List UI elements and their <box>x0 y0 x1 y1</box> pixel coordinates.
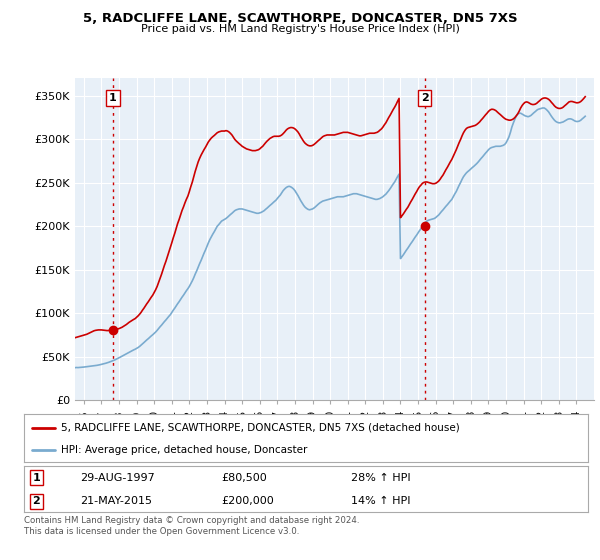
Text: 5, RADCLIFFE LANE, SCAWTHORPE, DONCASTER, DN5 7XS: 5, RADCLIFFE LANE, SCAWTHORPE, DONCASTER… <box>83 12 517 25</box>
Text: 1: 1 <box>32 473 40 483</box>
Text: HPI: Average price, detached house, Doncaster: HPI: Average price, detached house, Donc… <box>61 445 307 455</box>
Text: £80,500: £80,500 <box>221 473 267 483</box>
Text: Price paid vs. HM Land Registry's House Price Index (HPI): Price paid vs. HM Land Registry's House … <box>140 24 460 34</box>
Text: 1: 1 <box>109 93 117 103</box>
Text: 28% ↑ HPI: 28% ↑ HPI <box>351 473 411 483</box>
Text: £200,000: £200,000 <box>221 496 274 506</box>
Text: 5, RADCLIFFE LANE, SCAWTHORPE, DONCASTER, DN5 7XS (detached house): 5, RADCLIFFE LANE, SCAWTHORPE, DONCASTER… <box>61 423 460 433</box>
Text: Contains HM Land Registry data © Crown copyright and database right 2024.
This d: Contains HM Land Registry data © Crown c… <box>24 516 359 536</box>
Text: 14% ↑ HPI: 14% ↑ HPI <box>351 496 410 506</box>
Text: 2: 2 <box>32 496 40 506</box>
Text: 2: 2 <box>421 93 428 103</box>
Text: 29-AUG-1997: 29-AUG-1997 <box>80 473 155 483</box>
Text: 21-MAY-2015: 21-MAY-2015 <box>80 496 152 506</box>
